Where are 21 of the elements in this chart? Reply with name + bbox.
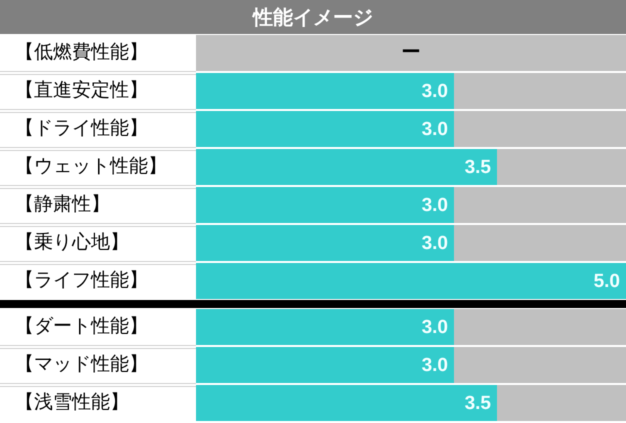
y-tick-label: 【ウェット性能】 xyxy=(15,154,167,177)
y-tick-label: 【低燃費性能】 xyxy=(15,40,148,63)
y-tick-label: 【ドライ性能】 xyxy=(15,116,148,139)
chart-title: 性能イメージ xyxy=(0,0,626,34)
data-label: 3.5 xyxy=(464,157,492,178)
y-tick-label: 【乗り心地】 xyxy=(15,230,129,253)
y-tick-label: 【静粛性】 xyxy=(15,192,110,215)
data-label: 3.5 xyxy=(464,393,492,414)
data-label: 3.0 xyxy=(422,317,448,338)
y-tick-label: 【直進安定性】 xyxy=(15,78,148,101)
data-label: 3.0 xyxy=(422,81,448,102)
y-tick-label: 【ライフ性能】 xyxy=(15,268,148,291)
data-label: 3.0 xyxy=(422,119,448,140)
data-label: 3.0 xyxy=(422,233,448,254)
text: ー xyxy=(402,42,420,64)
y-tick-label: 【ダート性能】 xyxy=(15,314,148,337)
data-label: 3.0 xyxy=(422,195,448,216)
data-label: 5.0 xyxy=(594,271,620,292)
y-tick-label: 【マッド性能】 xyxy=(15,352,148,375)
y-tick-label: 【浅雪性能】 xyxy=(15,390,129,413)
data-label: 3.0 xyxy=(422,355,448,376)
